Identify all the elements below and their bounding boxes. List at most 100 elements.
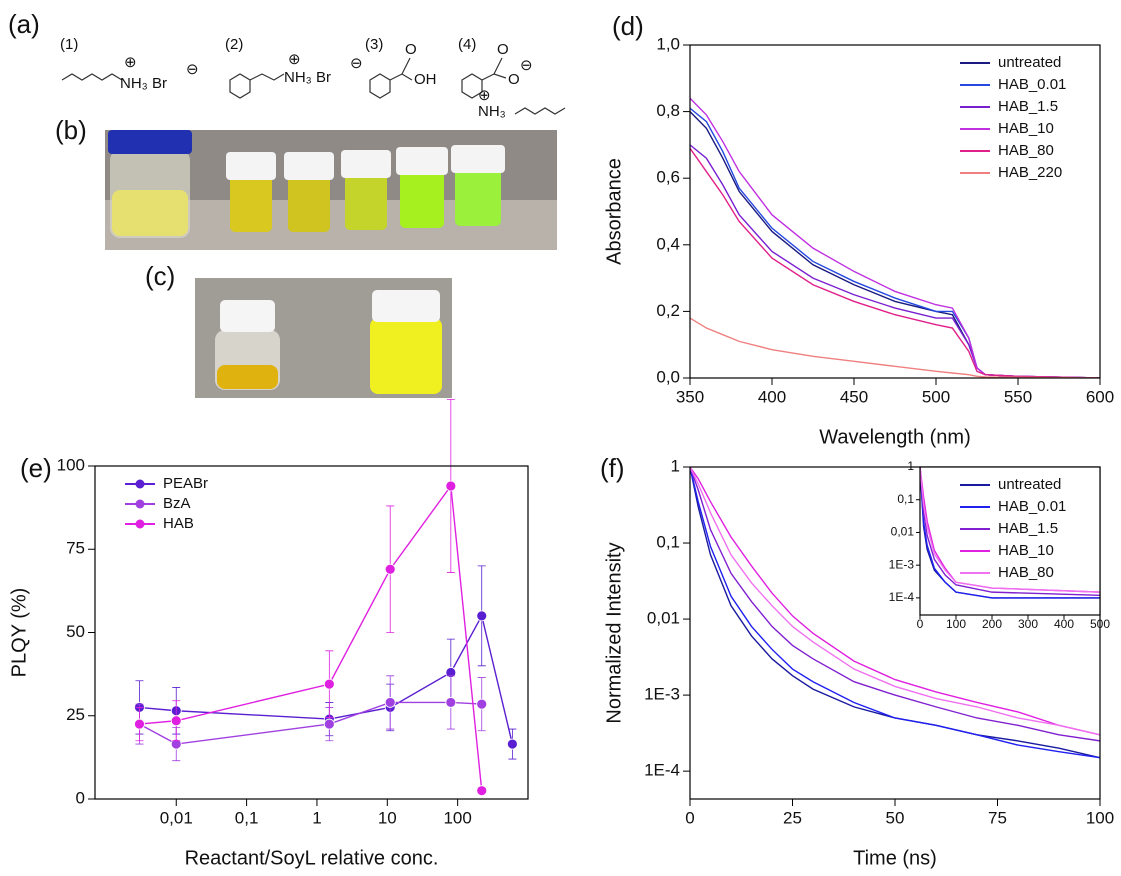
y-tick-label: 0,8 [656,101,680,120]
y-tick-label: 0,2 [656,301,680,320]
x-tick-label: 350 [676,387,704,406]
x-tick-label: 500 [1090,617,1110,631]
legend-marker [136,480,145,489]
legend-marker [136,500,145,509]
legend-label: HAB_0.01 [998,498,1066,515]
y-tick-label: 1E-3 [644,685,680,704]
chain [62,74,122,80]
y-tick-label: 0,01 [647,609,680,628]
marker [477,699,487,709]
y-tick-label: 0,6 [656,168,680,187]
x-tick-label: 600 [1086,387,1114,406]
x-tick-label: 400 [758,387,786,406]
legend-label: HAB_1.5 [998,98,1058,115]
y-tick-label: 0 [76,788,85,807]
x-tick-label: 0,01 [160,808,193,827]
y-tick-label: 100 [57,455,85,474]
atom-label: O [497,41,509,58]
y-tick-label: 0,1 [656,533,680,552]
y-tick-label: 0,0 [656,367,680,386]
y-tick-label: 75 [66,539,85,558]
x-tick-label: 0 [917,617,924,631]
marker [507,739,517,749]
x-tick-label: 1 [312,808,321,827]
y-tick-label: 1 [907,459,914,473]
cap [108,130,192,154]
figure: (a) (b) (c) (1)⊕NH₃ Br⊖(2)⊕NH₃ Br⊖(3)OOH… [0,0,1121,876]
atom-label: NH₃ [478,103,506,120]
legend-label: HAB_10 [998,542,1054,559]
legend-label: HAB [163,515,194,532]
atom-label: ⊖ [186,61,199,78]
cap [372,290,440,322]
marker [477,786,487,796]
x-tick-label: 450 [840,387,868,406]
x-tick-label: 550 [1004,387,1032,406]
legend-label: HAB_80 [998,564,1054,581]
photo-c [195,278,452,398]
atom-label: OH [414,71,437,88]
legend-label: HAB_10 [998,120,1054,137]
y-axis-label: Absorbance [603,158,625,265]
atom-label: O [405,41,417,58]
structure-number: (4) [458,36,476,53]
legend-label: HAB_220 [998,164,1062,181]
atom-label: O [508,71,520,88]
y-tick-label: 0,01 [891,525,915,539]
y-tick-label: 1E-4 [644,761,680,780]
panel-label: (d) [612,11,644,41]
plot-background [95,466,528,799]
x-tick-label: 300 [1018,617,1038,631]
panel-label: (f) [600,453,625,483]
x-tick-label: 10 [378,808,397,827]
y-tick-label: 25 [66,705,85,724]
x-tick-label: 100 [946,617,966,631]
x-tick-label: 0 [685,808,694,827]
ring [230,74,250,98]
x-tick-label: 0,1 [235,808,259,827]
x-tick-label: 400 [1054,617,1074,631]
liquid [112,190,188,236]
y-tick-label: 50 [66,622,85,641]
panel-label: (c) [145,261,175,291]
x-tick-label: 200 [982,617,1002,631]
atom-label: NH₃ Br [120,75,167,92]
legend-label: HAB_1.5 [998,520,1058,537]
x-tick-label: 75 [988,808,1007,827]
marker [171,716,181,726]
cap [220,300,275,332]
y-tick-label: 0,4 [656,234,680,253]
x-axis-label: Time (ns) [853,847,937,869]
y-tick-label: 1 [671,456,680,475]
atom-label: ⊖ [520,57,533,74]
legend-label: HAB_0.01 [998,76,1066,93]
x-tick-label: 25 [783,808,802,827]
vial [370,318,442,394]
panel-label: (e) [20,453,52,483]
structure-number: (1) [60,36,78,53]
atom-label: ⊖ [350,55,363,72]
panel-label: (a) [8,9,40,39]
liquid [217,365,278,389]
legend-label: untreated [998,54,1061,71]
bond [402,58,410,74]
structure-number: (2) [225,36,243,53]
marker [477,611,487,621]
panel-label: (b) [55,115,87,145]
x-tick-label: 50 [886,808,905,827]
bond [494,58,502,74]
bond [390,74,412,80]
atom-label: ⊕ [478,87,491,104]
chain [515,108,565,114]
y-tick-label: 1,0 [656,34,680,53]
y-axis-label: PLQY (%) [8,588,30,678]
marker [324,679,334,689]
bond [482,74,506,80]
y-tick-label: 0,1 [897,492,914,506]
marker [446,481,456,491]
vials [226,145,505,232]
plot-background [690,45,1100,378]
y-axis-label: Normalized Intensity [603,542,625,723]
atom-label: ⊕ [124,54,137,71]
